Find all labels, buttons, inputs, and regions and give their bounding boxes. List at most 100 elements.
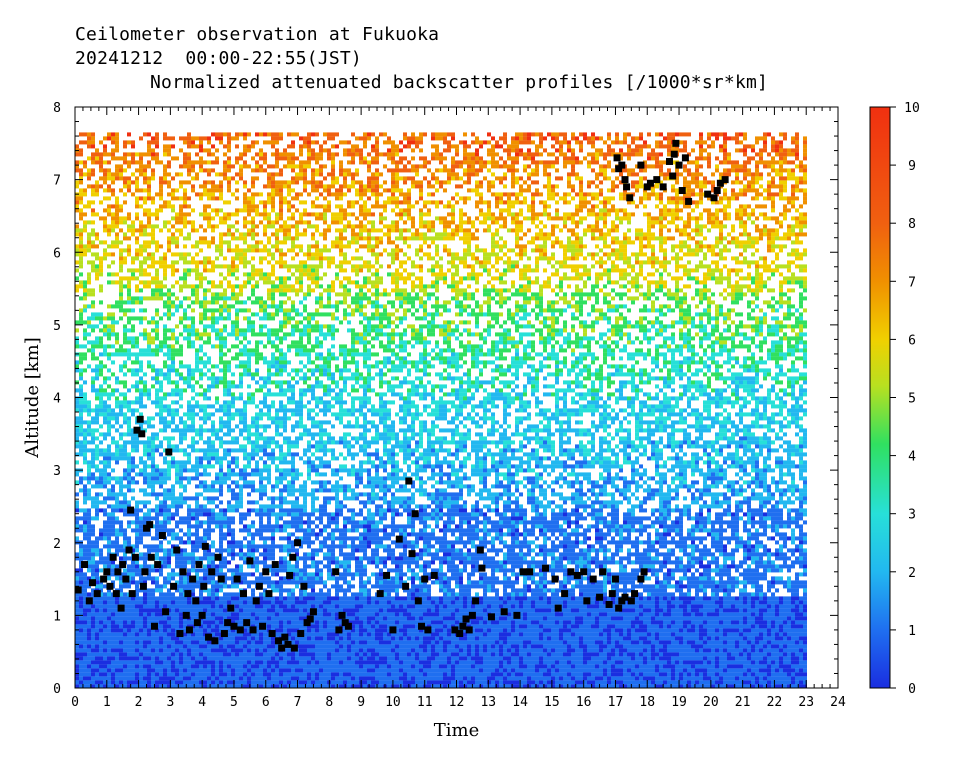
heatmap-cell bbox=[223, 176, 227, 181]
heatmap-cell bbox=[355, 200, 359, 205]
heatmap-cell bbox=[311, 312, 315, 317]
heatmap-cell bbox=[651, 192, 655, 197]
heatmap-cell bbox=[739, 188, 743, 193]
heatmap-cell bbox=[223, 144, 227, 149]
heatmap-cell bbox=[779, 320, 783, 325]
heatmap-cell bbox=[203, 204, 207, 209]
heatmap-cell bbox=[503, 216, 507, 221]
heatmap-cell bbox=[491, 180, 495, 185]
heatmap-cell bbox=[743, 256, 747, 261]
heatmap-cell bbox=[203, 292, 207, 297]
heatmap-cell bbox=[367, 264, 371, 269]
heatmap-cell bbox=[267, 200, 271, 205]
heatmap-cell bbox=[407, 160, 411, 165]
heatmap-cell bbox=[135, 212, 139, 217]
heatmap-cell bbox=[423, 232, 427, 237]
heatmap-cell bbox=[651, 224, 655, 229]
heatmap-cell bbox=[275, 160, 279, 165]
heatmap-cell bbox=[679, 256, 683, 261]
heatmap-cell bbox=[371, 204, 375, 209]
heatmap-cell bbox=[783, 300, 787, 305]
heatmap-cell bbox=[783, 216, 787, 221]
heatmap-cell bbox=[423, 304, 427, 309]
heatmap-cell bbox=[507, 256, 511, 261]
heatmap-cell bbox=[223, 276, 227, 281]
heatmap-cell bbox=[715, 308, 719, 313]
heatmap-cell bbox=[691, 248, 695, 253]
heatmap-cell bbox=[399, 208, 403, 213]
heatmap-cell bbox=[439, 304, 443, 309]
heatmap-cell bbox=[587, 180, 591, 185]
heatmap-cell bbox=[151, 224, 155, 229]
heatmap-cell bbox=[251, 224, 255, 229]
heatmap-cell bbox=[467, 248, 471, 253]
heatmap-cell bbox=[147, 212, 151, 217]
heatmap-cell bbox=[227, 272, 231, 277]
heatmap-cell bbox=[439, 184, 443, 189]
heatmap-cell bbox=[383, 224, 387, 229]
heatmap-cell bbox=[579, 324, 583, 329]
heatmap-cell bbox=[295, 232, 299, 237]
heatmap-cell bbox=[319, 284, 323, 289]
heatmap-cell bbox=[95, 268, 99, 273]
heatmap-cell bbox=[695, 324, 699, 329]
heatmap-cell bbox=[411, 132, 415, 137]
heatmap-cell bbox=[287, 188, 291, 193]
heatmap-cell bbox=[771, 180, 775, 185]
heatmap-cell bbox=[427, 224, 431, 229]
heatmap-cell bbox=[787, 176, 791, 181]
heatmap-cell bbox=[691, 320, 695, 325]
heatmap-cell bbox=[311, 236, 315, 241]
heatmap-cell bbox=[695, 216, 699, 221]
heatmap-cell bbox=[203, 184, 207, 189]
heatmap-cell bbox=[719, 252, 723, 257]
heatmap-cell bbox=[279, 188, 283, 193]
heatmap-cell bbox=[219, 192, 223, 197]
heatmap-cell bbox=[327, 200, 331, 205]
heatmap-cell bbox=[447, 144, 451, 149]
heatmap-cell bbox=[251, 256, 255, 261]
heatmap-cell bbox=[571, 252, 575, 257]
heatmap-cell bbox=[331, 328, 335, 333]
heatmap-cell bbox=[423, 220, 427, 225]
heatmap-cell bbox=[151, 136, 155, 141]
heatmap-cell bbox=[487, 132, 491, 137]
heatmap-cell bbox=[347, 320, 351, 325]
heatmap-cell bbox=[87, 248, 91, 253]
heatmap-cell bbox=[735, 288, 739, 293]
heatmap-cell bbox=[735, 240, 739, 245]
heatmap-cell bbox=[611, 236, 615, 241]
heatmap-cell bbox=[475, 168, 479, 173]
heatmap-cell bbox=[511, 204, 515, 209]
heatmap-cell bbox=[343, 212, 347, 217]
heatmap-cell bbox=[427, 212, 431, 217]
heatmap-cell bbox=[327, 324, 331, 329]
heatmap-cell bbox=[739, 192, 743, 197]
heatmap-cell bbox=[503, 184, 507, 189]
heatmap-cell bbox=[579, 140, 583, 145]
heatmap-cell bbox=[675, 132, 679, 137]
heatmap-cell bbox=[191, 224, 195, 229]
heatmap-cell bbox=[771, 316, 775, 321]
heatmap-cell bbox=[267, 252, 271, 257]
heatmap-cell bbox=[483, 252, 487, 257]
heatmap-cell bbox=[391, 240, 395, 245]
heatmap-cell bbox=[143, 224, 147, 229]
heatmap-cell bbox=[707, 300, 711, 305]
heatmap-cell bbox=[583, 324, 587, 329]
heatmap-cell bbox=[399, 192, 403, 197]
heatmap-cell bbox=[455, 224, 459, 229]
heatmap-cell bbox=[367, 180, 371, 185]
heatmap-cell bbox=[147, 256, 151, 261]
heatmap-cell bbox=[291, 160, 295, 165]
heatmap-cell bbox=[687, 236, 691, 241]
heatmap-cell bbox=[591, 212, 595, 217]
heatmap-cell bbox=[383, 132, 387, 137]
heatmap-cell bbox=[139, 160, 143, 165]
heatmap-cell bbox=[567, 160, 571, 165]
heatmap-cell bbox=[339, 292, 343, 297]
heatmap-cell bbox=[231, 324, 235, 329]
heatmap-cell bbox=[603, 208, 607, 213]
heatmap-cell bbox=[151, 240, 155, 245]
heatmap-cell bbox=[719, 172, 723, 177]
